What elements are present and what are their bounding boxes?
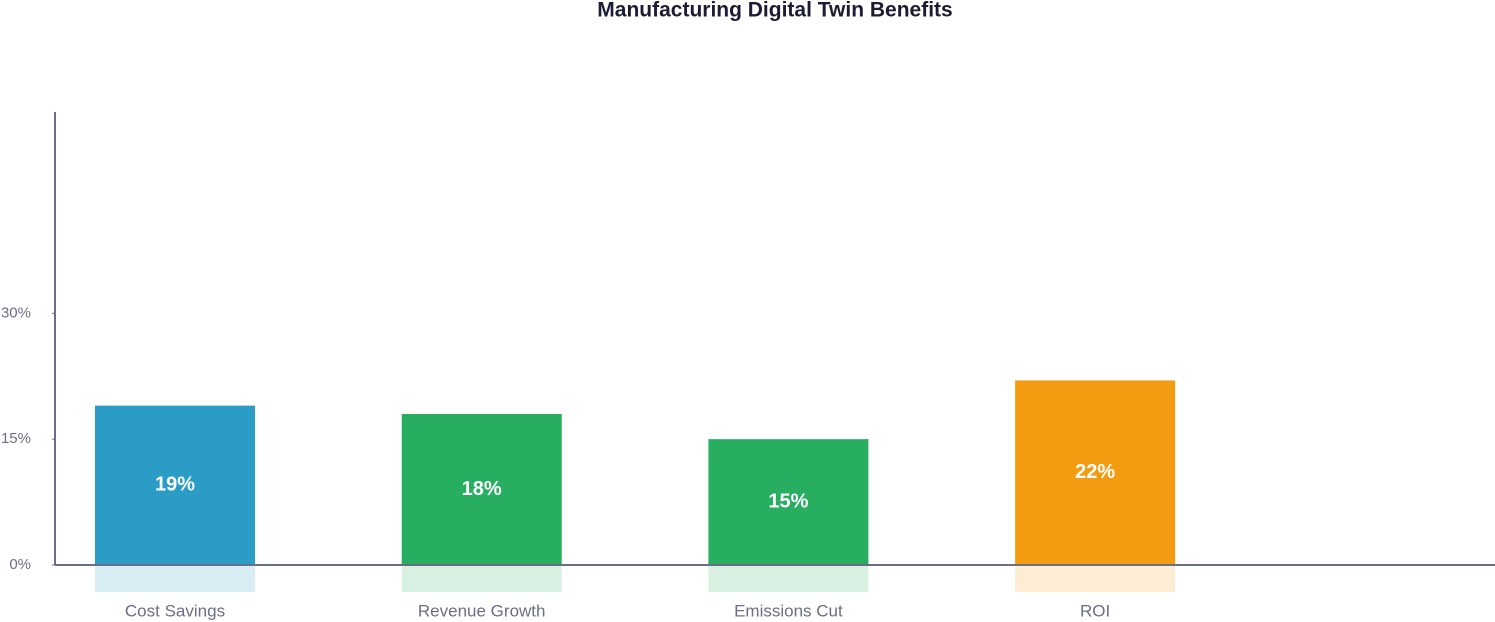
bar-reflection [95, 565, 255, 592]
value-label: 15% [768, 490, 808, 512]
x-tick-label: Revenue Growth [418, 601, 546, 620]
chart-title: Manufacturing Digital Twin Benefits [597, 0, 952, 22]
value-label: 22% [1075, 461, 1115, 483]
x-tick-label: Emissions Cut [734, 601, 843, 620]
bar [708, 439, 869, 565]
bar [401, 414, 562, 565]
x-tick-label: ROI [1080, 601, 1110, 620]
bar [95, 405, 255, 565]
x-tick-label: Cost Savings [125, 601, 225, 620]
bar-reflection [401, 565, 562, 592]
bar [1015, 380, 1176, 565]
bar-reflection [1015, 565, 1176, 592]
y-tick-label: 15% [1, 430, 31, 447]
value-label: 19% [155, 474, 195, 496]
y-tick-label: 0% [9, 556, 31, 573]
bar-reflection [708, 565, 869, 592]
y-tick-label: 30% [1, 304, 31, 321]
value-label: 18% [462, 478, 502, 500]
